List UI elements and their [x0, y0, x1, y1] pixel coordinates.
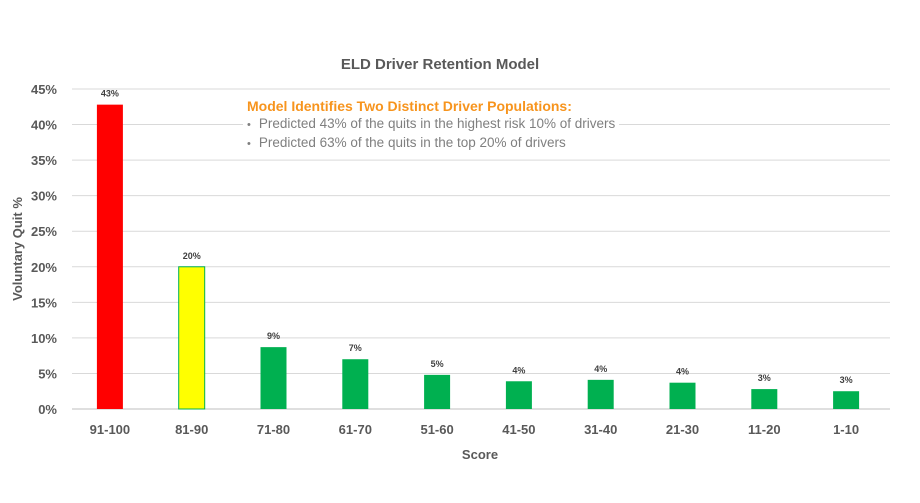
- bar: [342, 359, 369, 409]
- bar: [260, 347, 287, 409]
- x-tick-label: 71-80: [257, 422, 290, 437]
- x-axis-label: Score: [462, 447, 498, 462]
- y-tick-label: 20%: [31, 260, 57, 275]
- x-tick-label: 31-40: [584, 422, 617, 437]
- x-tick-label: 81-90: [175, 422, 208, 437]
- annotation-box: Model Identifies Two Distinct Driver Pop…: [243, 98, 620, 153]
- annotation-heading: Model Identifies Two Distinct Driver Pop…: [247, 98, 572, 114]
- annotation-bullet: Predicted 43% of the quits in the highes…: [247, 115, 615, 134]
- data-label: 9%: [267, 331, 280, 341]
- x-tick-label: 1-10: [833, 422, 859, 437]
- bar: [505, 381, 532, 409]
- x-tick-label: 41-50: [502, 422, 535, 437]
- data-label: 4%: [512, 365, 525, 375]
- bar: [587, 379, 614, 409]
- bar: [669, 382, 696, 409]
- y-tick-label: 35%: [31, 153, 57, 168]
- data-label: 4%: [594, 364, 607, 374]
- y-tick-label: 15%: [31, 295, 57, 310]
- bar: [751, 389, 778, 409]
- y-tick-label: 0%: [38, 402, 57, 417]
- bar: [424, 374, 451, 409]
- data-label: 3%: [840, 375, 853, 385]
- y-tick-label: 5%: [38, 366, 57, 381]
- y-tick-label: 40%: [31, 118, 57, 133]
- y-axis-label: Voluntary Quit %: [10, 197, 25, 301]
- y-tick-label: 25%: [31, 224, 57, 239]
- data-label: 5%: [431, 359, 444, 369]
- x-tick-label: 91-100: [90, 422, 130, 437]
- data-label: 7%: [349, 343, 362, 353]
- data-label: 4%: [676, 367, 689, 377]
- y-tick-label: 30%: [31, 189, 57, 204]
- x-tick-label: 11-20: [748, 422, 781, 437]
- data-label: 20%: [183, 251, 201, 261]
- data-label: 43%: [101, 89, 119, 99]
- x-tick-label: 51-60: [420, 422, 453, 437]
- bar: [178, 266, 206, 410]
- annotation-bullet: Predicted 63% of the quits in the top 20…: [247, 134, 615, 153]
- chart-title: ELD Driver Retention Model: [341, 56, 539, 73]
- bar: [833, 391, 860, 409]
- x-tick-label: 61-70: [339, 422, 372, 437]
- y-tick-label: 10%: [31, 331, 57, 346]
- bar: [96, 104, 123, 410]
- x-tick-label: 21-30: [666, 422, 699, 437]
- y-tick-label: 45%: [31, 82, 57, 97]
- data-label: 3%: [758, 373, 771, 383]
